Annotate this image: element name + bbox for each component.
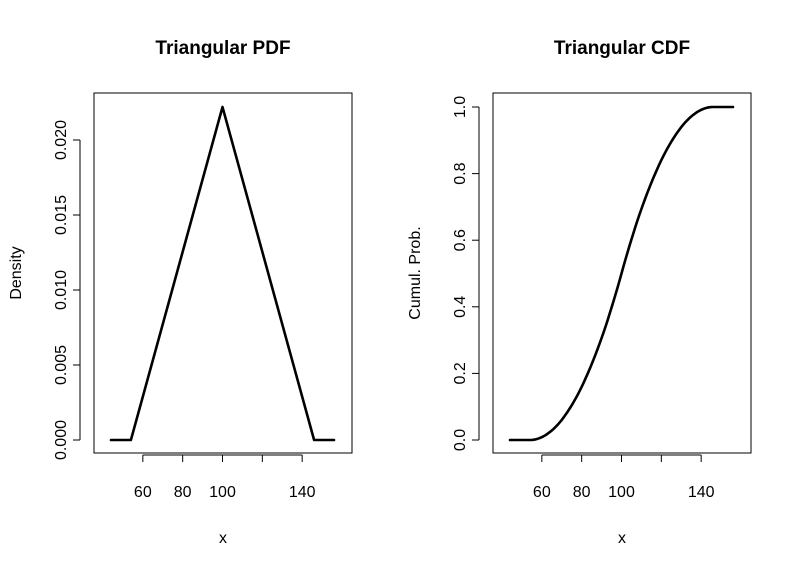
- cdf-panel: Triangular CDF 60 80 100 140 0.00.20.40.60.…: [407, 38, 752, 547]
- pdf-x-tick-label: 100: [209, 484, 236, 501]
- cdf-x-tick-label: 80: [573, 484, 591, 501]
- pdf-y-tick-label: 0.020: [53, 120, 70, 160]
- cdf-y-tick-label: 1.0: [452, 96, 469, 118]
- pdf-x-axis: 60 80 100 140: [134, 454, 316, 501]
- pdf-y-axis: 0.000 0.005 0.010 0.015 0.020: [53, 120, 81, 460]
- cdf-y-tick-label: 0.0: [452, 429, 469, 451]
- pdf-y-axis-label: Density: [8, 246, 25, 299]
- cdf-y-tick-label: 0.2: [452, 362, 469, 384]
- cdf-x-tick-label: 140: [688, 484, 715, 501]
- pdf-x-tick-label: 80: [174, 484, 192, 501]
- pdf-y-tick-label: 0.010: [53, 270, 70, 310]
- pdf-x-axis-label: x: [219, 530, 227, 547]
- pdf-plot-frame: [93, 92, 353, 454]
- cdf-x-axis: 60 80 100 140: [533, 454, 715, 501]
- pdf-series-line: [109, 105, 336, 442]
- cdf-y-tick-label: 0.6: [452, 229, 469, 251]
- cdf-x-axis-label: x: [618, 530, 626, 547]
- pdf-y-tick-label: 0.005: [53, 345, 70, 385]
- cdf-series-line: [508, 105, 735, 442]
- cdf-y-tick-label: 0.8: [452, 162, 469, 184]
- cdf-x-tick-label: 60: [533, 484, 551, 501]
- cdf-y-axis: 0.0 0.2 0.4 0.6 0.8 1.0: [452, 96, 480, 451]
- pdf-x-tick-label: 140: [289, 484, 316, 501]
- pdf-title: Triangular PDF: [155, 38, 290, 59]
- cdf-title: Triangular CDF: [554, 38, 690, 59]
- cdf-y-tick-label: 0.4: [452, 296, 469, 318]
- pdf-panel: Triangular PDF 60 80 100 140 0.000 0.005 0.01…: [8, 38, 353, 547]
- cdf-x-tick-label: 100: [608, 484, 635, 501]
- pdf-y-tick-label: 0.015: [53, 195, 70, 235]
- cdf-plot-frame: [492, 92, 752, 454]
- pdf-x-tick-label: 60: [134, 484, 152, 501]
- cdf-y-axis-label: Cumul. Prob.: [407, 226, 424, 319]
- pdf-y-tick-label: 0.000: [53, 420, 70, 460]
